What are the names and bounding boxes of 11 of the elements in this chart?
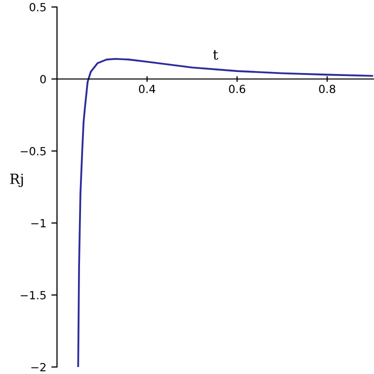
x-tick-label: 0.4 <box>138 84 156 94</box>
y-axis-title: Rj <box>10 174 23 187</box>
y-tick-label: −1 <box>31 219 46 228</box>
y-tick-label: −0.5 <box>20 146 46 156</box>
y-tick-label: 0.5 <box>30 2 46 12</box>
y-tick-label: −1.5 <box>20 291 46 300</box>
y-tick-label: −2 <box>31 362 46 372</box>
y-tick-label: 0 <box>40 74 46 84</box>
x-tick-label: 0.8 <box>319 84 336 94</box>
x-tick-label: 0.6 <box>229 84 246 94</box>
x-axis-title: t <box>213 50 218 60</box>
